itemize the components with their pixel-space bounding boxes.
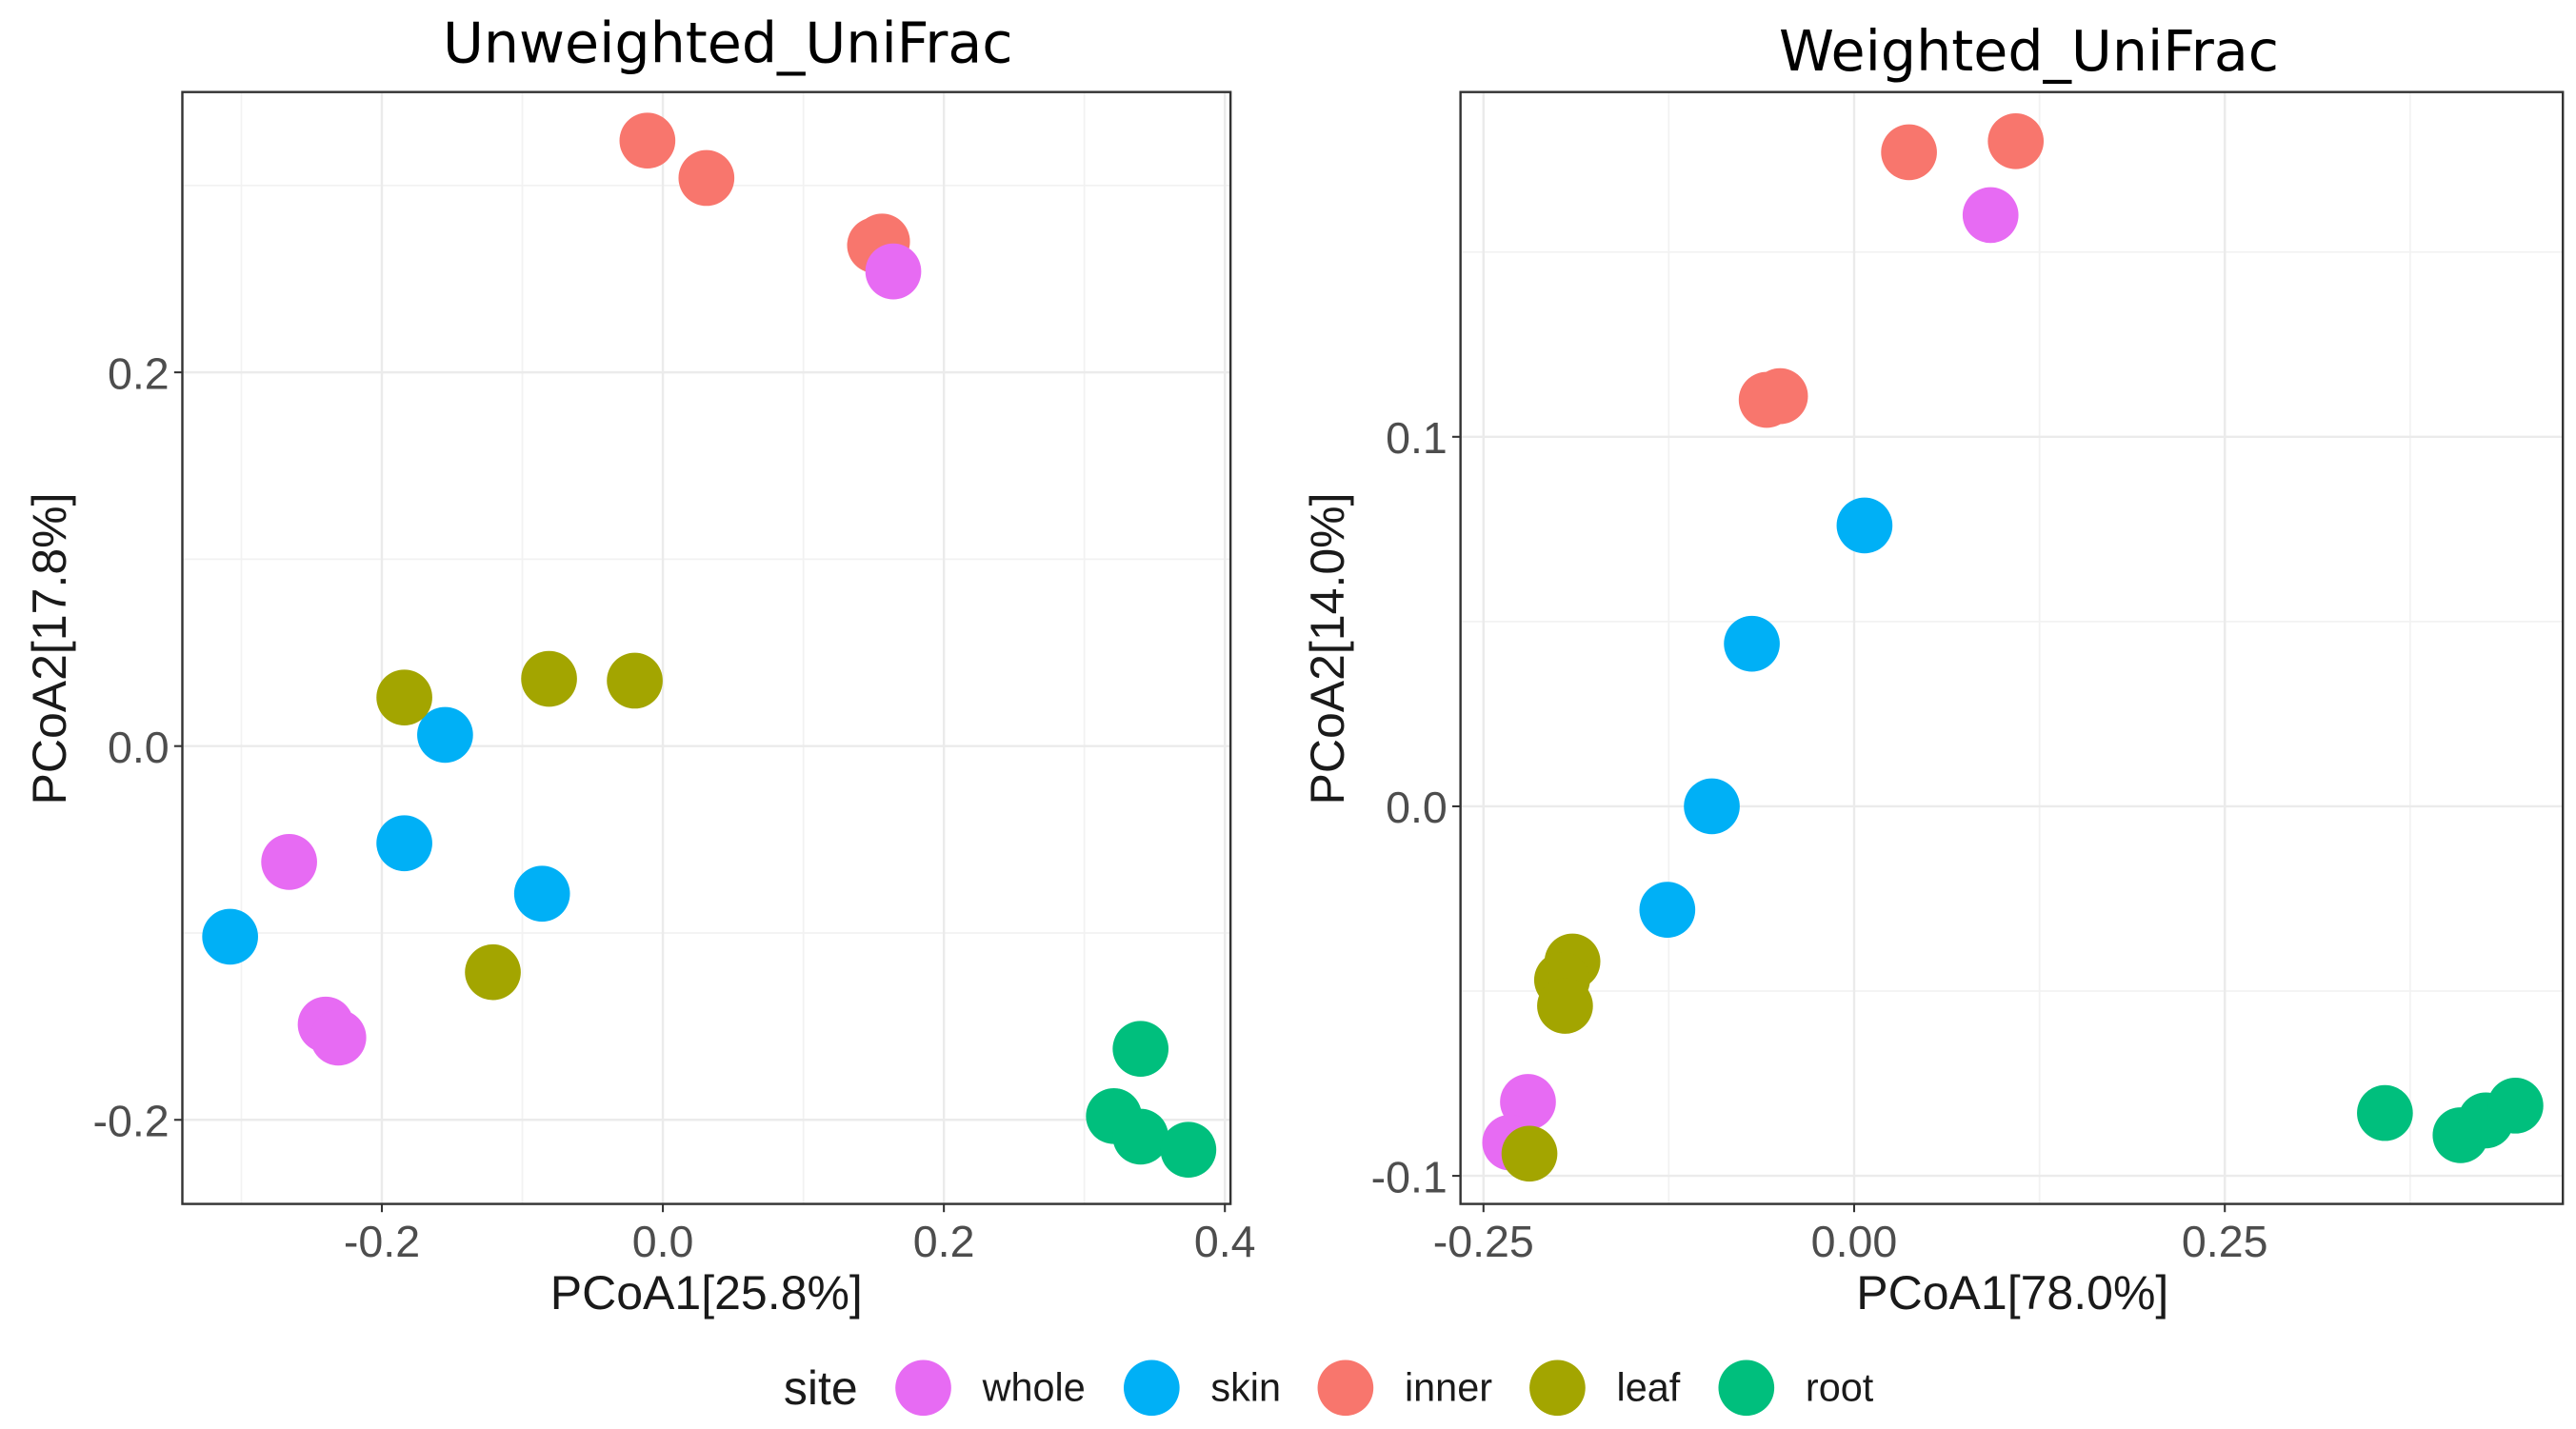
y-axis-label: PCoA2[17.8%] <box>23 492 76 804</box>
plot-border <box>1459 90 2565 1205</box>
data-point-whole <box>310 1009 367 1066</box>
data-point-inner <box>619 112 676 169</box>
data-point-root <box>1112 1021 1169 1077</box>
data-point-inner <box>1881 124 1937 181</box>
x-tick-label: -0.25 <box>1433 1217 1534 1266</box>
y-tick-label: 0.0 <box>1386 783 1448 832</box>
legend-swatch-leaf <box>1529 1360 1586 1417</box>
legend-label: leaf <box>1617 1366 1681 1410</box>
data-point-skin <box>1836 497 1893 554</box>
x-tick-label: -0.2 <box>344 1217 420 1266</box>
data-point-inner <box>678 149 735 207</box>
panel-title: Weighted_UniFrac <box>1779 19 2279 84</box>
y-tick-label: -0.2 <box>92 1097 169 1146</box>
legend-title: site <box>784 1361 858 1415</box>
data-point-whole <box>261 834 317 890</box>
data-point-inner <box>1751 367 1808 425</box>
data-point-whole <box>865 243 922 300</box>
legend-label: root <box>1806 1366 1874 1410</box>
data-point-whole <box>1962 187 2019 244</box>
data-point-skin <box>1684 778 1740 835</box>
data-point-skin <box>202 908 258 965</box>
plot-border <box>181 90 1232 1205</box>
data-point-leaf <box>1537 978 1593 1034</box>
x-tick-label: 0.00 <box>1811 1217 1898 1266</box>
legend-swatch-whole <box>895 1360 951 1417</box>
legend-swatch-root <box>1718 1360 1775 1417</box>
data-point-leaf <box>521 650 577 707</box>
legend-label: skin <box>1210 1366 1281 1410</box>
y-tick-label: -0.1 <box>1371 1152 1448 1201</box>
data-point-skin <box>417 706 473 764</box>
panel-title: Unweighted_UniFrac <box>443 11 1013 76</box>
data-point-leaf <box>465 943 521 1001</box>
data-point-root <box>1160 1121 1217 1178</box>
data-point-skin <box>376 815 432 872</box>
weighted-unifrac-panel: Weighted_UniFrac PCoA1[78.0%] PCoA2[14.0… <box>1301 19 2565 1320</box>
x-tick-label: 0.4 <box>1194 1217 1256 1266</box>
x-axis-label: PCoA1[25.8%] <box>550 1266 863 1320</box>
x-tick-label: 0.2 <box>913 1217 975 1266</box>
legend-swatch-skin <box>1123 1360 1180 1417</box>
x-tick-label: 0.0 <box>632 1217 694 1266</box>
data-point-root <box>2487 1078 2544 1134</box>
plot-background <box>1460 91 2564 1204</box>
data-point-leaf <box>1501 1125 1558 1182</box>
data-point-leaf <box>376 669 432 725</box>
legend: site whole skin inner leaf root <box>784 1360 1874 1417</box>
y-axis-label: PCoA2[14.0%] <box>1301 492 1354 804</box>
legend-label: inner <box>1405 1366 1492 1410</box>
data-point-root <box>1112 1108 1169 1165</box>
unweighted-unifrac-panel: Unweighted_UniFrac PCoA1[25.8%] PCoA2[17… <box>23 11 1256 1320</box>
data-point-skin <box>513 865 570 923</box>
x-tick-label: 0.25 <box>2182 1217 2268 1266</box>
data-point-skin <box>1724 615 1780 672</box>
legend-label: whole <box>982 1366 1086 1410</box>
legend-swatch-inner <box>1317 1360 1374 1417</box>
y-tick-label: 0.1 <box>1386 413 1448 463</box>
data-point-inner <box>1987 112 2045 169</box>
data-point-skin <box>1639 882 1696 938</box>
y-tick-label: 0.0 <box>108 723 170 772</box>
data-point-root <box>2357 1084 2413 1141</box>
x-axis-label: PCoA1[78.0%] <box>1856 1266 2168 1320</box>
data-point-leaf <box>607 652 663 709</box>
y-tick-label: 0.2 <box>108 348 170 398</box>
